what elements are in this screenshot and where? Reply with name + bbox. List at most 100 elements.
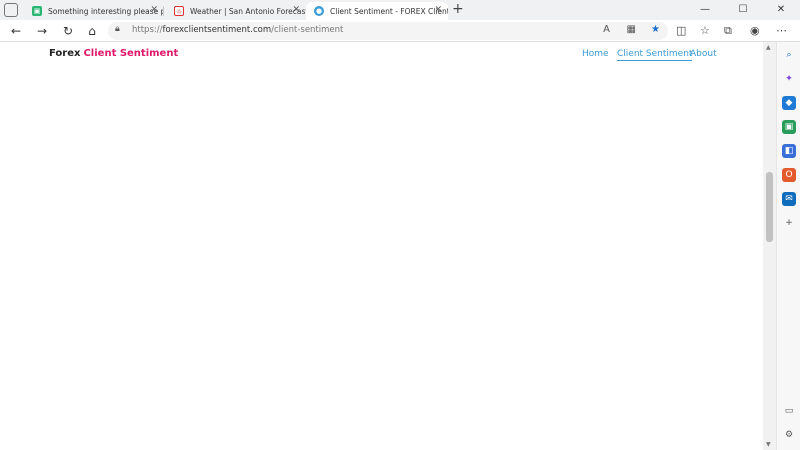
search-icon[interactable]: ⌕	[786, 50, 792, 60]
address-bar[interactable]: 🔒︎ https://forexclientsentiment.com/clie…	[108, 22, 668, 40]
forward-icon[interactable]: →	[36, 24, 48, 38]
sentiment-bar	[326, 372, 570, 383]
split-screen-icon[interactable]: ◫	[676, 24, 687, 37]
bar-midline	[170, 257, 171, 268]
long-bar-fill	[49, 142, 151, 153]
lock-icon[interactable]: 🔒︎	[115, 24, 120, 34]
collections-icon[interactable]: ⧉	[724, 24, 732, 37]
games-icon[interactable]: ◧	[782, 144, 796, 158]
pair-name: CHF/JPY	[427, 116, 469, 128]
favorites-icon[interactable]: ☆	[700, 24, 710, 37]
long-bar-fill	[326, 199, 458, 210]
outlook-icon[interactable]: ✉	[782, 192, 796, 206]
sentiment-bar	[326, 199, 570, 210]
browser-tab-2[interactable]: ☼ Weather | San Antonio Forecast ✕	[166, 2, 306, 20]
sentiment-bar	[49, 142, 293, 153]
scroll-up-icon[interactable]: ▲	[766, 44, 771, 51]
sentiment-text: Mixed	[444, 189, 466, 197]
shopping-icon[interactable]: ◆	[782, 96, 796, 110]
window-controls: — ☐ ✕	[686, 0, 800, 20]
pair-card: GBP/NZD 30% ↗↗↗ Bullish 70%	[49, 347, 293, 393]
nav-home-link[interactable]: Home	[582, 49, 609, 59]
browser-tab-1[interactable]: ▣ Something interesting please pc ✕	[24, 2, 164, 20]
home-icon[interactable]: ⌂	[88, 24, 96, 38]
close-icon[interactable]: ✕	[292, 5, 300, 15]
long-bar-fill	[49, 429, 242, 440]
nav-client-sentiment-link[interactable]: Client Sentiment	[617, 49, 693, 61]
pair-card: GBP/CHF 75% ⟷ Mixed 25%	[326, 289, 570, 335]
tools-icon[interactable]: ▣	[782, 120, 796, 134]
favorite-star-icon[interactable]: ★	[651, 24, 660, 35]
sentiment-arrows-icon: ↘↘↘	[146, 418, 167, 427]
more-options-icon[interactable]: ⋯	[776, 24, 787, 37]
long-bar-fill	[326, 314, 509, 325]
sentiment-text: Mixed	[167, 74, 189, 82]
long-percent: 54%	[328, 187, 349, 197]
browser-tab-3[interactable]: ● Client Sentiment - FOREX Client ✕	[306, 2, 448, 20]
sentiment-label: ↘↘↘ Bearish	[49, 418, 293, 427]
sentiment-arrows-icon: ⟷	[430, 303, 443, 312]
long-bar-fill	[49, 84, 149, 95]
pair-name: NZD/JPY	[426, 404, 470, 415]
sentiment-text: Mixed	[444, 419, 466, 427]
tab-favicon-icon: ▣	[32, 6, 42, 16]
long-bar-fill	[326, 372, 514, 383]
site-header: Forex Client Sentiment Home Client Sentim…	[0, 42, 763, 66]
long-percent: 30%	[51, 359, 72, 370]
site-favicon-icon: ●	[314, 6, 324, 16]
scroll-down-icon[interactable]: ▼	[766, 441, 771, 448]
workspaces-icon[interactable]	[4, 3, 18, 17]
pair-card: EUR/NZD 23% ↗↗↗ Bullish 77%	[49, 232, 293, 278]
settings-icon[interactable]: ⚙	[784, 430, 794, 440]
long-percent: 62%	[51, 302, 72, 312]
bar-midline	[447, 372, 448, 383]
scrollbar-thumb[interactable]	[766, 172, 773, 242]
short-percent: 21%	[270, 417, 291, 427]
weather-icon: ☼	[174, 6, 184, 16]
sentiment-arrows-icon: ⟷	[430, 188, 443, 197]
sentiment-arrows-icon: ↗↗↗	[425, 130, 446, 140]
bar-midline	[170, 142, 171, 153]
page-scrollbar[interactable]: ▲ ▼	[763, 42, 776, 450]
add-icon[interactable]: +	[785, 218, 793, 228]
profile-icon[interactable]: ◉	[750, 24, 760, 37]
close-icon[interactable]: ✕	[150, 5, 158, 15]
short-percent: 38%	[270, 302, 291, 312]
sentiment-label: ↗↗↗ Bullish	[326, 131, 570, 140]
close-icon[interactable]: ✕	[434, 5, 442, 15]
refresh-icon[interactable]: ↻	[62, 24, 74, 38]
tab-title: Client Sentiment - FOREX Client	[330, 6, 448, 16]
bar-midline	[447, 84, 448, 95]
sentiment-text: Bearish	[168, 419, 196, 427]
sentiment-bar	[49, 372, 293, 383]
pair-card: NZD/JPY 37% ⟷ Mixed 63%	[326, 404, 570, 450]
long-bar-fill	[49, 257, 105, 268]
back-icon[interactable]: ←	[10, 24, 22, 38]
read-aloud-icon[interactable]: A	[603, 24, 610, 35]
sidebar-layout-icon[interactable]: ▭	[784, 406, 794, 416]
maximize-icon[interactable]: ☐	[738, 4, 748, 15]
office-icon[interactable]: O	[782, 168, 796, 182]
short-percent: 58%	[270, 129, 291, 140]
new-tab-icon[interactable]: +	[452, 1, 464, 17]
close-window-icon[interactable]: ✕	[776, 4, 786, 15]
nav-about-link[interactable]: About	[690, 49, 717, 59]
long-percent: 41%	[51, 72, 72, 82]
long-percent: 44%	[328, 72, 349, 82]
pair-card: GBP/AUD 44% ↗↗↗ Bullish 56%	[326, 232, 570, 278]
sentiment-text: Bullish	[170, 246, 194, 255]
site-logo[interactable]: Forex Client Sentiment	[49, 48, 179, 59]
extensions-icon[interactable]: ▦	[626, 24, 636, 35]
short-percent: 56%	[547, 72, 568, 82]
bar-midline	[447, 257, 448, 268]
minimize-icon[interactable]: —	[700, 4, 710, 15]
short-percent: 59%	[270, 72, 291, 82]
pair-name: GBP/CHF	[424, 289, 472, 300]
long-percent: 37%	[328, 417, 349, 427]
sentiment-label: ⟷ Mixed	[326, 418, 570, 427]
copilot-icon[interactable]: ✦	[785, 74, 793, 84]
sentiment-bar	[326, 84, 570, 95]
sentiment-text: Bearish	[445, 361, 473, 370]
bar-midline	[170, 429, 171, 440]
sentiment-arrows-icon: ⟷	[430, 73, 443, 82]
